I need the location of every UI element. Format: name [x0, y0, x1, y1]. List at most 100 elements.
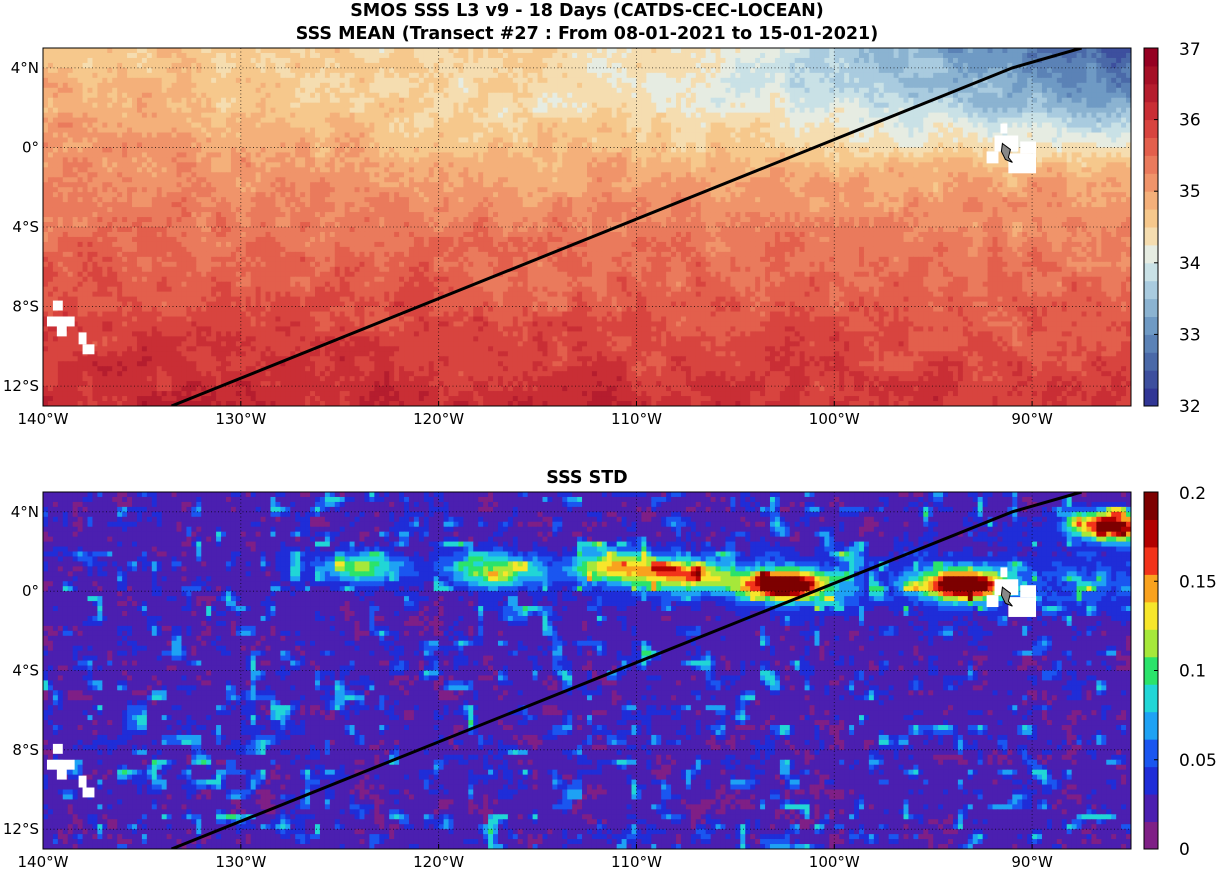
heatmap-cell: [433, 82, 440, 89]
heatmap-cell: [967, 72, 974, 79]
heatmap-cell: [329, 72, 336, 79]
heatmap-cell: [305, 127, 311, 134]
heatmap-cell: [760, 92, 766, 99]
heatmap-cell: [1106, 57, 1112, 64]
heatmap-cell: [1086, 67, 1093, 74]
heatmap-cell: [245, 82, 252, 89]
heatmap-cell: [1066, 107, 1073, 114]
heatmap-cell: [700, 137, 707, 144]
heatmap-cell: [374, 132, 380, 139]
heatmap-cell: [676, 142, 682, 149]
heatmap-cell: [967, 122, 974, 129]
heatmap-cell: [1096, 142, 1102, 149]
heatmap-cell: [1046, 67, 1053, 74]
heatmap-cell: [938, 72, 944, 79]
heatmap-cell: [290, 122, 296, 129]
heatmap-cell: [859, 92, 865, 99]
heatmap-cell: [948, 72, 954, 79]
heatmap-cell: [839, 67, 845, 74]
heatmap-cell: [57, 157, 64, 163]
heatmap-cell: [572, 67, 578, 74]
heatmap-cell: [636, 117, 642, 124]
heatmap-cell: [873, 62, 880, 69]
heatmap-cell: [784, 122, 791, 129]
heatmap-cell: [389, 92, 395, 99]
heatmap-cell: [374, 92, 380, 99]
heatmap-cell: [443, 87, 450, 94]
heatmap-cell: [888, 92, 895, 99]
heatmap-cell: [977, 82, 984, 89]
heatmap-cell: [710, 57, 717, 64]
heatmap-cell: [908, 142, 914, 149]
heatmap-cell: [1126, 97, 1131, 104]
heatmap-cell: [1116, 117, 1122, 124]
heatmap-cell: [908, 82, 914, 89]
heatmap-cell: [1012, 72, 1018, 79]
heatmap-cell: [47, 107, 54, 114]
heatmap-cell: [527, 57, 534, 64]
heatmap-cell: [151, 87, 158, 94]
heatmap-cell: [1066, 127, 1073, 134]
heatmap-cell: [1121, 48, 1127, 54]
heatmap-cell: [705, 57, 712, 64]
heatmap-cell: [923, 57, 929, 64]
heatmap-cell: [987, 132, 994, 139]
heatmap-cell: [750, 147, 756, 154]
heatmap-cell: [567, 147, 573, 154]
heatmap-cell: [789, 67, 796, 74]
heatmap-cell: [779, 112, 786, 119]
heatmap-cell: [527, 48, 534, 54]
heatmap-cell: [107, 107, 113, 114]
heatmap-cell: [221, 117, 227, 124]
heatmap-cell: [799, 147, 806, 154]
heatmap-cell: [572, 117, 578, 124]
heatmap-cell: [92, 152, 98, 158]
heatmap-cell: [117, 92, 123, 99]
heatmap-cell: [527, 112, 534, 119]
heatmap-cell: [1051, 152, 1058, 158]
heatmap-cell: [1106, 117, 1112, 124]
heatmap-cell: [206, 137, 212, 144]
heatmap-cell: [235, 57, 242, 64]
heatmap-cell: [517, 92, 524, 99]
heatmap-cell: [280, 142, 286, 149]
heatmap-cell: [626, 62, 633, 69]
heatmap-cell: [710, 122, 717, 129]
heatmap-cell: [913, 142, 919, 149]
heatmap-cell: [354, 147, 361, 154]
heatmap-cell: [977, 137, 984, 144]
heatmap-cell: [502, 77, 509, 84]
heatmap-cell: [661, 132, 667, 139]
heatmap-cell: [705, 132, 712, 139]
heatmap-cell: [171, 52, 178, 59]
heatmap-cell: [512, 132, 519, 139]
heatmap-cell: [552, 62, 558, 69]
heatmap-cell: [280, 52, 286, 59]
heatmap-cell: [730, 82, 736, 89]
heatmap-cell: [186, 102, 192, 109]
heatmap-cell: [740, 122, 746, 129]
heatmap-cell: [765, 62, 771, 69]
heatmap-cell: [760, 97, 766, 104]
heatmap-cell: [685, 97, 692, 104]
heatmap-cell: [186, 127, 192, 134]
heatmap-cell: [819, 72, 825, 79]
heatmap-cell: [57, 87, 64, 94]
heatmap-cell: [616, 62, 623, 69]
heatmap-cell: [616, 92, 623, 99]
heatmap-cell: [295, 62, 301, 69]
heatmap-cell: [156, 112, 163, 119]
heatmap-cell: [814, 67, 821, 74]
heatmap-cell: [433, 57, 440, 64]
heatmap-cell: [606, 87, 613, 94]
heatmap-cell: [384, 147, 390, 154]
heatmap-cell: [641, 72, 647, 79]
heatmap-cell: [606, 102, 613, 109]
heatmap-cell: [240, 77, 247, 84]
heatmap-cell: [1032, 77, 1038, 84]
heatmap-cell: [329, 48, 336, 54]
heatmap-cell: [962, 132, 969, 139]
heatmap-cell: [359, 77, 366, 84]
heatmap-cell: [57, 152, 64, 158]
heatmap-cell: [591, 147, 598, 154]
